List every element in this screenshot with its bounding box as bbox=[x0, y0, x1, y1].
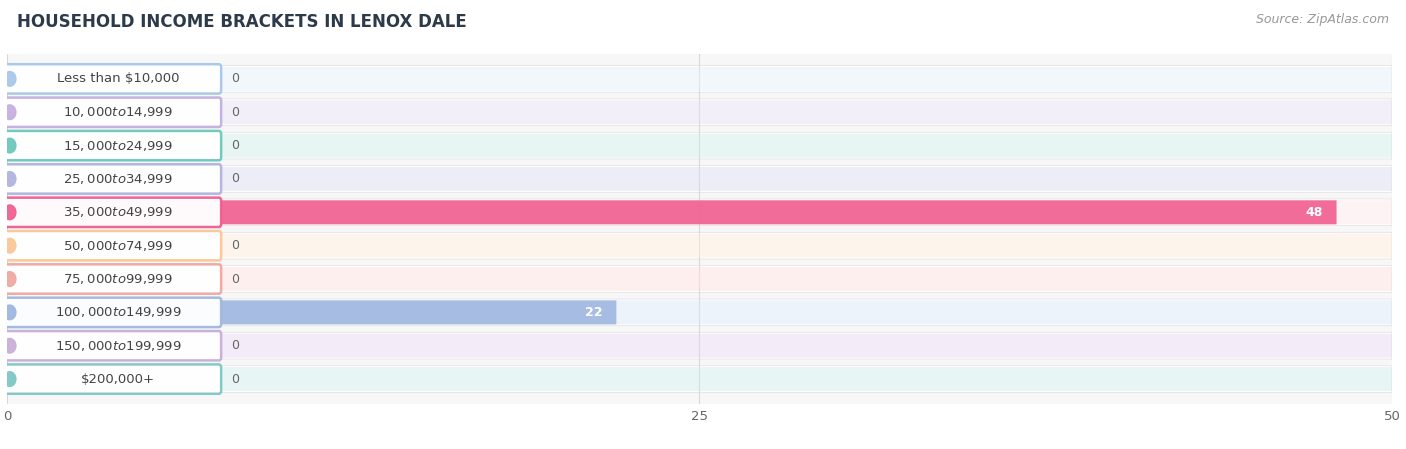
Text: $100,000 to $149,999: $100,000 to $149,999 bbox=[55, 305, 181, 319]
Text: $200,000+: $200,000+ bbox=[80, 373, 155, 386]
Circle shape bbox=[4, 105, 15, 119]
FancyBboxPatch shape bbox=[7, 332, 1392, 359]
Text: Source: ZipAtlas.com: Source: ZipAtlas.com bbox=[1256, 13, 1389, 26]
Text: $25,000 to $34,999: $25,000 to $34,999 bbox=[63, 172, 173, 186]
FancyBboxPatch shape bbox=[0, 97, 221, 127]
Text: $75,000 to $99,999: $75,000 to $99,999 bbox=[63, 272, 173, 286]
Circle shape bbox=[4, 272, 15, 286]
Circle shape bbox=[4, 71, 15, 86]
Circle shape bbox=[4, 172, 15, 186]
FancyBboxPatch shape bbox=[7, 99, 1392, 126]
FancyBboxPatch shape bbox=[7, 200, 1337, 224]
Text: 22: 22 bbox=[585, 306, 603, 319]
Text: 0: 0 bbox=[232, 339, 239, 352]
Text: 0: 0 bbox=[232, 273, 239, 286]
FancyBboxPatch shape bbox=[7, 300, 1392, 324]
Text: 0: 0 bbox=[232, 72, 239, 85]
FancyBboxPatch shape bbox=[7, 66, 1392, 92]
FancyBboxPatch shape bbox=[7, 67, 1392, 91]
Text: Less than $10,000: Less than $10,000 bbox=[56, 72, 179, 85]
Circle shape bbox=[4, 138, 15, 153]
Text: 0: 0 bbox=[232, 239, 239, 252]
FancyBboxPatch shape bbox=[7, 367, 1392, 391]
FancyBboxPatch shape bbox=[0, 164, 221, 194]
Text: $15,000 to $24,999: $15,000 to $24,999 bbox=[63, 139, 173, 153]
FancyBboxPatch shape bbox=[7, 100, 1392, 124]
FancyBboxPatch shape bbox=[7, 266, 1392, 292]
FancyBboxPatch shape bbox=[7, 132, 1392, 159]
FancyBboxPatch shape bbox=[7, 299, 1392, 326]
FancyBboxPatch shape bbox=[7, 232, 1392, 259]
FancyBboxPatch shape bbox=[7, 334, 1392, 358]
Text: 0: 0 bbox=[232, 139, 239, 152]
Text: HOUSEHOLD INCOME BRACKETS IN LENOX DALE: HOUSEHOLD INCOME BRACKETS IN LENOX DALE bbox=[17, 13, 467, 31]
FancyBboxPatch shape bbox=[0, 198, 221, 227]
Circle shape bbox=[4, 372, 15, 387]
Text: $10,000 to $14,999: $10,000 to $14,999 bbox=[63, 105, 173, 119]
Circle shape bbox=[4, 238, 15, 253]
FancyBboxPatch shape bbox=[7, 199, 1392, 226]
FancyBboxPatch shape bbox=[7, 300, 616, 324]
FancyBboxPatch shape bbox=[0, 64, 221, 93]
FancyBboxPatch shape bbox=[7, 233, 1392, 258]
FancyBboxPatch shape bbox=[7, 166, 1392, 192]
Text: $35,000 to $49,999: $35,000 to $49,999 bbox=[63, 205, 173, 219]
FancyBboxPatch shape bbox=[7, 134, 1392, 158]
Text: 0: 0 bbox=[232, 373, 239, 386]
FancyBboxPatch shape bbox=[7, 167, 1392, 191]
FancyBboxPatch shape bbox=[0, 298, 221, 327]
FancyBboxPatch shape bbox=[7, 267, 1392, 291]
Circle shape bbox=[4, 305, 15, 320]
FancyBboxPatch shape bbox=[0, 365, 221, 394]
Text: 0: 0 bbox=[232, 106, 239, 119]
Text: 0: 0 bbox=[232, 172, 239, 185]
Circle shape bbox=[4, 205, 15, 220]
FancyBboxPatch shape bbox=[7, 366, 1392, 392]
Circle shape bbox=[4, 339, 15, 353]
FancyBboxPatch shape bbox=[0, 264, 221, 294]
Text: 48: 48 bbox=[1305, 206, 1323, 219]
FancyBboxPatch shape bbox=[0, 331, 221, 361]
Text: $50,000 to $74,999: $50,000 to $74,999 bbox=[63, 239, 173, 253]
FancyBboxPatch shape bbox=[0, 131, 221, 160]
Text: $150,000 to $199,999: $150,000 to $199,999 bbox=[55, 339, 181, 353]
FancyBboxPatch shape bbox=[7, 200, 1392, 224]
FancyBboxPatch shape bbox=[0, 231, 221, 260]
